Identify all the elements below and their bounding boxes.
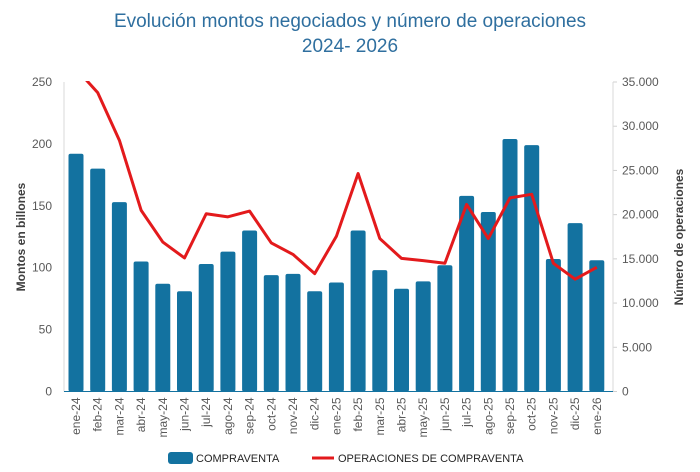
y-axis-label: Montos en billones: [14, 182, 28, 291]
x-tick-label: may-24: [156, 397, 170, 437]
y2-axis-label: Número de operaciones: [672, 168, 686, 305]
x-tick-label: ago-25: [481, 397, 495, 435]
x-tick-label: mar-25: [373, 397, 387, 435]
chart-subtitle: 2024- 2026: [301, 36, 399, 57]
y2-tick-label: 25.000: [622, 163, 659, 177]
x-tick-label: may-25: [416, 397, 430, 437]
bar-compraventa: [111, 202, 127, 392]
bar-compraventa: [437, 265, 453, 392]
x-tick-label: ene-26: [590, 397, 604, 435]
y-tick-label: 100: [32, 261, 52, 275]
bar-compraventa: [263, 275, 279, 392]
y2-tick-label: 5.000: [622, 340, 652, 354]
x-tick-label: sep-24: [243, 397, 257, 434]
y-tick-label: 50: [39, 323, 53, 337]
x-tick-label: dic-25: [568, 397, 582, 430]
bar-compraventa: [545, 259, 561, 392]
y2-tick-label: 10.000: [622, 296, 659, 310]
x-tick-label: dic-24: [308, 397, 322, 430]
bar-compraventa: [155, 283, 171, 392]
y2-tick-label: 30.000: [622, 119, 659, 133]
bar-compraventa: [589, 260, 605, 392]
bar-compraventa: [350, 230, 366, 392]
bar-compraventa: [285, 273, 301, 392]
bar-compraventa: [177, 291, 192, 392]
bar-compraventa: [524, 145, 540, 392]
y-tick-label: 150: [32, 199, 52, 213]
x-tick-label: sep-25: [503, 397, 517, 434]
x-tick-label: jul-24: [199, 397, 213, 428]
y-tick-label: 200: [32, 137, 52, 151]
y2-tick-label: 20.000: [622, 208, 659, 222]
x-tick-label: jun-24: [178, 397, 192, 432]
x-tick-label: abr-25: [395, 397, 409, 432]
bar-compraventa: [328, 282, 344, 392]
bar-compraventa: [242, 230, 258, 392]
bar-compraventa: [567, 223, 583, 392]
bar-compraventa: [372, 270, 388, 392]
x-tick-label: ene-25: [329, 397, 343, 435]
line-operaciones: [85, 81, 598, 281]
bar-compraventa: [90, 168, 106, 392]
bar-compraventa: [68, 153, 84, 392]
y2-tick-label: 15.000: [622, 252, 659, 266]
x-tick-label: oct-25: [525, 397, 539, 431]
bar-compraventa: [415, 281, 431, 392]
bar-compraventa: [502, 138, 518, 392]
bar-compraventa: [133, 261, 149, 392]
bar-compraventa: [307, 291, 323, 392]
x-tick-label: feb-24: [91, 397, 105, 431]
x-tick-label: jul-25: [460, 397, 474, 428]
x-tick-label: nov-25: [546, 397, 560, 434]
x-tick-label: oct-24: [264, 397, 278, 431]
x-tick-label: abr-24: [134, 397, 148, 432]
x-tick-label: ago-24: [221, 397, 235, 435]
bar-compraventa: [394, 288, 409, 392]
y2-tick-label: 35.000: [622, 75, 659, 89]
x-tick-label: ene-24: [69, 397, 83, 435]
x-tick-label: mar-24: [112, 397, 126, 435]
bar-compraventa: [220, 251, 236, 392]
x-tick-label: feb-25: [351, 397, 365, 431]
x-tick-label: nov-24: [286, 397, 300, 434]
legend-bar-label: COMPRAVENTA: [196, 453, 280, 465]
bar-compraventa: [459, 195, 475, 392]
y-tick-label: 0: [45, 385, 52, 399]
legend-bar-swatch: [168, 452, 193, 464]
legend-line-label: OPERACIONES DE COMPRAVENTA: [338, 453, 524, 465]
bar-compraventa: [480, 211, 496, 392]
x-tick-label: jun-25: [438, 397, 452, 432]
bar-compraventa: [198, 263, 214, 392]
chart-title: Evolución montos negociados y número de …: [113, 11, 587, 32]
y2-tick-label: 0: [622, 385, 629, 399]
y-tick-label: 250: [32, 75, 52, 89]
